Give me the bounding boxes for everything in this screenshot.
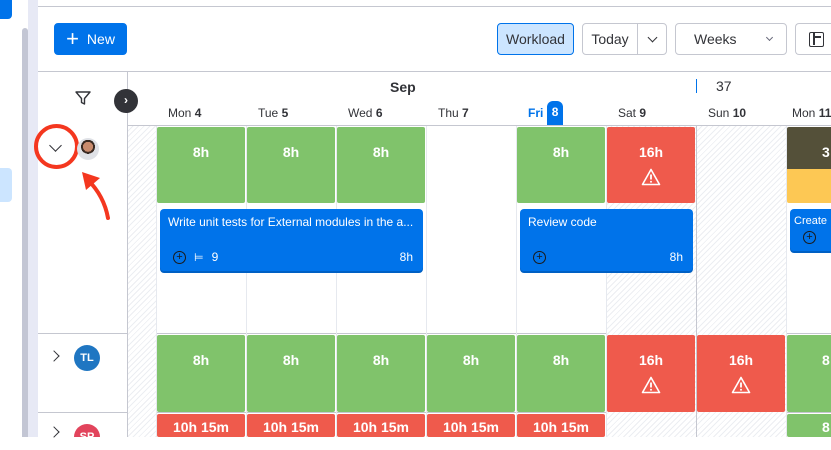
workload-cell[interactable]: 8h xyxy=(157,127,245,203)
sidebar-selected-item[interactable] xyxy=(0,168,12,202)
add-update-icon[interactable]: + xyxy=(803,231,816,244)
workload-cell[interactable]: 8h xyxy=(157,335,245,412)
today-dropdown[interactable] xyxy=(637,23,667,55)
today-button[interactable]: Today xyxy=(582,23,638,55)
workload-cell[interactable]: 8h xyxy=(337,335,425,412)
workload-cell[interactable]: 16h xyxy=(607,127,695,203)
annotation-arrow xyxy=(82,172,110,220)
workload-cell[interactable]: 8h xyxy=(517,127,605,203)
chevron-down-icon xyxy=(647,32,657,42)
avatar: SP xyxy=(74,424,100,443)
workload-cell[interactable]: 8h xyxy=(427,335,515,412)
day-header: Thu 7 xyxy=(438,106,469,120)
plus-icon: + xyxy=(66,26,79,51)
workload-cell[interactable]: 10h 15m xyxy=(247,414,335,437)
workload-toggle[interactable]: Workload xyxy=(497,23,574,55)
week-number: 37 xyxy=(716,78,732,94)
expand-panel-button[interactable]: › xyxy=(114,89,138,113)
day-header: Mon 4 xyxy=(168,106,202,120)
layout-icon xyxy=(809,32,824,47)
day-header: Mon 11 xyxy=(792,106,831,120)
task-card[interactable]: Review code + 8h xyxy=(520,209,693,271)
warning-icon xyxy=(731,376,751,394)
day-header: Sat 9 xyxy=(618,106,647,120)
new-button[interactable]: + New xyxy=(54,23,127,55)
workload-cell[interactable]: 10h 15m xyxy=(427,414,515,437)
task-card[interactable]: Create + xyxy=(790,209,831,251)
avatar: TL xyxy=(74,345,100,371)
task-card[interactable]: Write unit tests for External modules in… xyxy=(160,209,423,271)
month-label: Sep xyxy=(390,79,416,95)
day-header: Wed 6 xyxy=(348,106,383,120)
workload-cell[interactable]: 8 xyxy=(787,335,831,412)
warning-icon xyxy=(641,376,661,394)
add-update-icon[interactable]: + xyxy=(173,250,186,264)
chevron-down-icon xyxy=(765,33,774,42)
workload-cell[interactable]: 16h xyxy=(697,335,785,412)
add-update-icon[interactable]: + xyxy=(533,251,546,264)
day-header-today: Fri 8 xyxy=(517,101,607,125)
workload-cell[interactable]: 8h xyxy=(517,335,605,412)
avatar xyxy=(77,138,99,160)
view-select[interactable]: Weeks xyxy=(675,23,787,55)
day-header: Sun 10 xyxy=(708,106,747,120)
workload-cell[interactable]: 3 xyxy=(787,127,831,203)
warning-icon xyxy=(641,168,661,186)
workload-cell[interactable]: 16h xyxy=(607,335,695,412)
expand-row-button[interactable] xyxy=(48,350,60,362)
workload-cell[interactable]: 10h 15m xyxy=(517,414,605,437)
workload-cell[interactable]: 8h xyxy=(247,335,335,412)
workload-cell[interactable]: 8h xyxy=(247,127,335,203)
workload-cell[interactable]: 10h 15m xyxy=(337,414,425,437)
subitems-icon[interactable]: ⊨ xyxy=(194,251,204,264)
layout-button[interactable] xyxy=(795,23,831,55)
sidebar-active-item[interactable] xyxy=(0,0,12,19)
day-header: Tue 5 xyxy=(258,106,289,120)
workload-cell[interactable]: 8h xyxy=(337,127,425,203)
sidebar xyxy=(0,0,38,437)
filter-icon[interactable] xyxy=(74,89,92,112)
workload-cell[interactable]: 10h 15m xyxy=(157,414,245,437)
scrollbar[interactable] xyxy=(22,28,28,437)
workload-cell[interactable]: 8 xyxy=(787,414,831,437)
expand-row-button[interactable] xyxy=(48,426,60,438)
